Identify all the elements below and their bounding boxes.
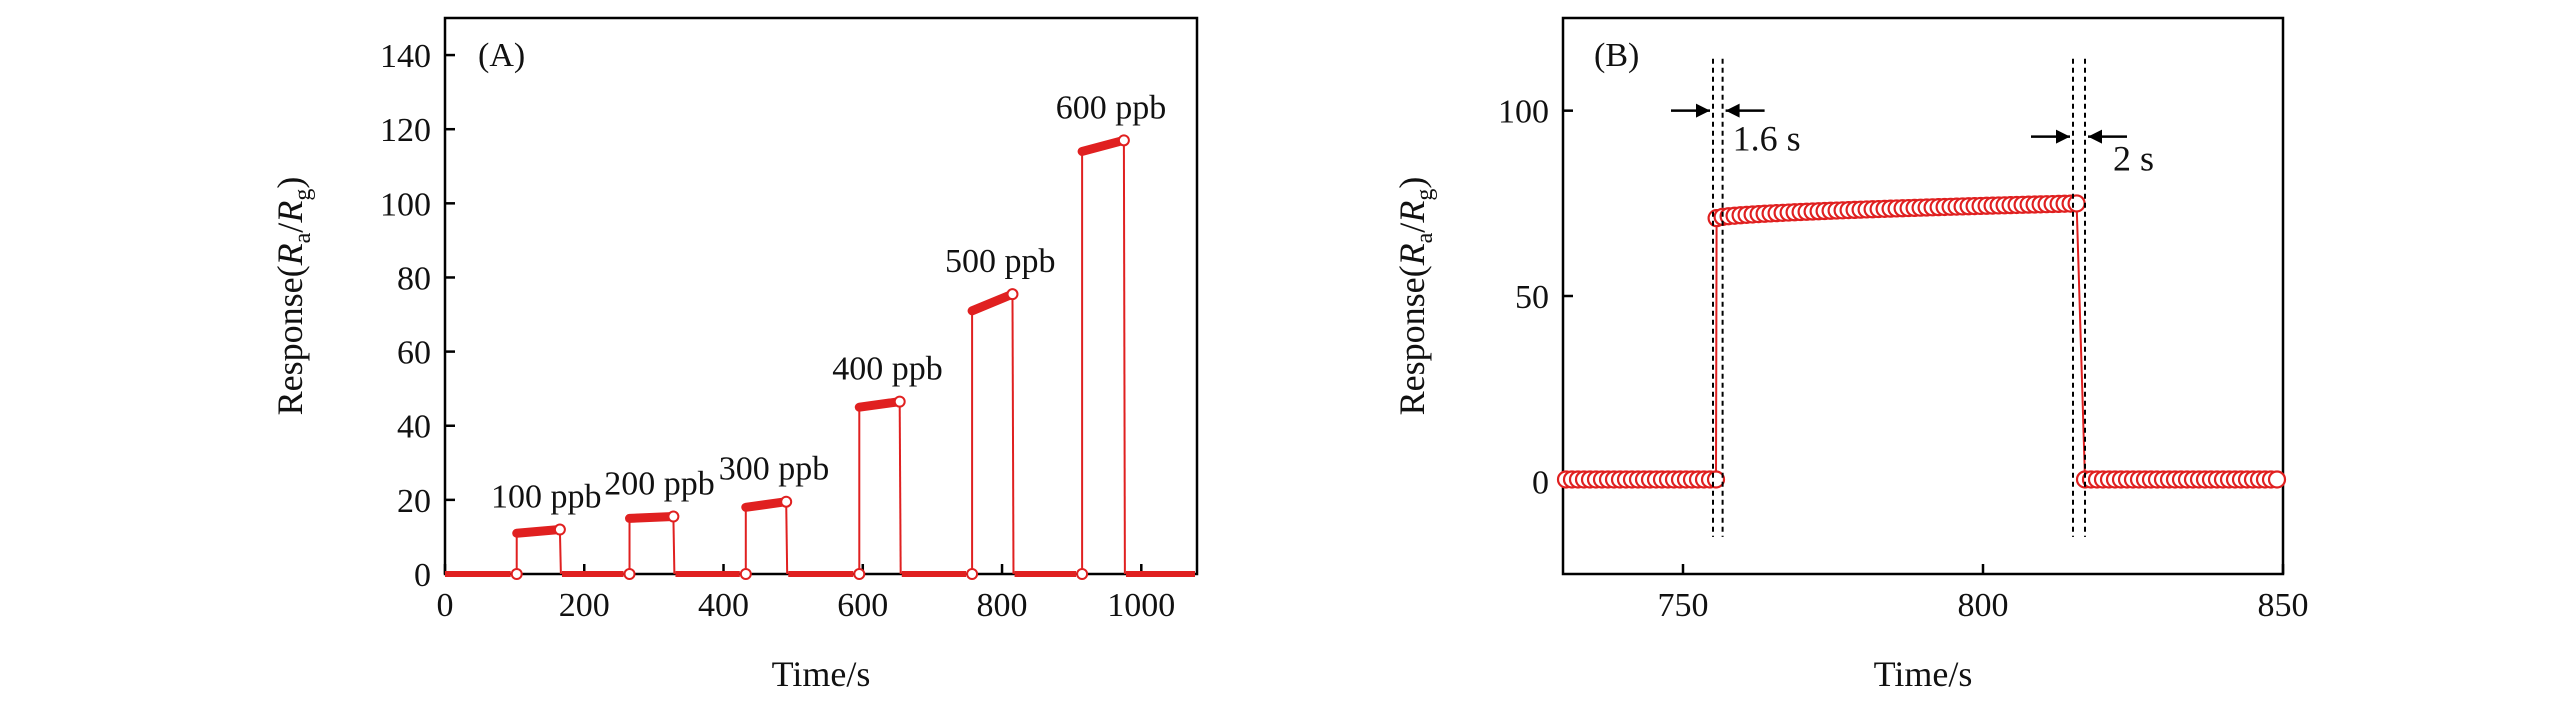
- pulse-label: 500 ppb: [945, 243, 1056, 280]
- y-tick-label-b: 0: [1532, 464, 1549, 501]
- y-label-sub1-a: a: [290, 232, 316, 243]
- pulse-fall: [785, 501, 789, 575]
- y-tick-label-b: 100: [1498, 94, 1549, 131]
- y-label-var2-a: R: [270, 201, 310, 224]
- response-time-label: 2 s: [2113, 139, 2154, 179]
- y-label-sub2-b: g: [1412, 189, 1438, 201]
- pulse-label: 600 ppb: [1056, 89, 1167, 126]
- arrow-left-head: [1696, 103, 1710, 118]
- pulse-end-marker: [553, 523, 566, 536]
- response-time-label: 1.6 s: [1733, 119, 1801, 159]
- pulse-labels-a: 100 ppb 200 ppb 300 ppb 400 ppb 500 ppb 600 p…: [491, 89, 1166, 515]
- y-tick-label-a: 60: [397, 335, 431, 372]
- pulse-label: 400 ppb: [832, 351, 943, 388]
- plot-frame-b: [1561, 16, 2285, 576]
- annotations-b: 1.6 s 2 s: [1671, 58, 2154, 537]
- chart-panel-b: 750 800 850 0 50 100 1.6 s 2 s (B) Time/s Resp…: [1392, 16, 2309, 694]
- x-axis-label-b: Time/s: [1874, 654, 1973, 694]
- x-axis-label-a: Time/s: [772, 654, 871, 694]
- y-tick-label-a: 80: [397, 260, 431, 297]
- pulse-plateau: [625, 512, 678, 523]
- pulse-fall: [672, 516, 676, 575]
- pulse-end-marker: [893, 395, 906, 408]
- response-point: [2267, 470, 2287, 489]
- y-tick-label-a: 20: [397, 483, 431, 520]
- pulse-fall: [1011, 294, 1015, 575]
- series-b: [1556, 194, 2287, 489]
- y-label-suffix-b: ): [1392, 177, 1432, 189]
- panel-label-a: (A): [478, 37, 525, 74]
- y-tick-label-a: 140: [380, 38, 431, 75]
- y-label-slash-b: /: [1392, 223, 1432, 233]
- y-label-prefix-a: Response(: [270, 265, 310, 415]
- axes-a: 0 200 400 600 800 1000 0 20 40 60 80 100 120 140: [380, 38, 1175, 624]
- x-tick-label-a: 1000: [1107, 587, 1175, 624]
- y-axis-label-b: Response(Ra/Rg): [1392, 177, 1438, 416]
- y-tick-label-a: 120: [380, 112, 431, 149]
- pulse-end-marker: [780, 495, 793, 508]
- x-tick-label-a: 0: [437, 587, 454, 624]
- x-tick-label-b: 850: [2258, 587, 2309, 624]
- arrow-right-head: [1725, 103, 1740, 118]
- y-label-slash-a: /: [270, 223, 310, 233]
- chart-panel-a: 0 200 400 600 800 1000 0 20 40 60 80 100 120 140 100 …: [270, 16, 1199, 694]
- pulse-label: 100 ppb: [491, 479, 602, 516]
- pulse-end-marker: [1006, 288, 1019, 301]
- pulse-start-marker: [966, 568, 979, 580]
- pulse-plateau: [967, 289, 1017, 316]
- pulse-fall: [898, 401, 902, 575]
- pulse-plateau: [512, 525, 565, 538]
- y-tick-label-a: 100: [380, 186, 431, 223]
- y-tick-label-b: 50: [1515, 279, 1549, 316]
- arrow-right-head: [2088, 129, 2102, 144]
- y-label-var1-b: R: [1392, 243, 1432, 266]
- pulse-plateau: [1077, 135, 1129, 156]
- y-label-var1-a: R: [270, 243, 310, 266]
- y-label-var2-b: R: [1392, 201, 1432, 224]
- axes-b: 750 800 850 0 50 100: [1498, 94, 2309, 624]
- pulse-start-marker: [1076, 568, 1089, 580]
- pulse-start-marker: [623, 568, 636, 580]
- x-tick-label-b: 750: [1658, 587, 1709, 624]
- y-label-prefix-b: Response(: [1392, 265, 1432, 415]
- x-tick-label-a: 200: [559, 587, 610, 624]
- x-tick-label-a: 400: [698, 587, 749, 624]
- pulse-plateau: [741, 497, 791, 512]
- y-tick-label-a: 0: [414, 557, 431, 594]
- response-line: [1566, 202, 2277, 481]
- y-axis-label-a: Response(Ra/Rg): [270, 177, 316, 416]
- pulse-fall: [558, 529, 562, 575]
- pulse-end-marker: [1117, 134, 1130, 147]
- x-tick-label-b: 800: [1958, 587, 2009, 624]
- pulse-start-marker: [739, 568, 752, 580]
- pulse-label: 200 ppb: [604, 466, 715, 503]
- arrow-left-head: [2056, 129, 2070, 144]
- response-point: [2067, 194, 2086, 213]
- pulse-plateau: [854, 397, 905, 412]
- y-label-sub1-b: a: [1412, 232, 1438, 243]
- pulse-fall: [1122, 140, 1126, 575]
- series-a: [445, 134, 1195, 580]
- y-label-suffix-a: ): [270, 177, 310, 189]
- y-tick-label-a: 40: [397, 409, 431, 446]
- y-label-sub2-a: g: [290, 189, 316, 201]
- panel-label-b: (B): [1594, 37, 1639, 74]
- pulse-end-marker: [667, 510, 680, 523]
- pulse-label: 300 ppb: [719, 451, 830, 488]
- pulse-start-marker: [510, 568, 523, 580]
- pulse-start-marker: [853, 568, 866, 580]
- x-tick-label-a: 800: [977, 587, 1028, 624]
- x-tick-label-a: 600: [837, 587, 888, 624]
